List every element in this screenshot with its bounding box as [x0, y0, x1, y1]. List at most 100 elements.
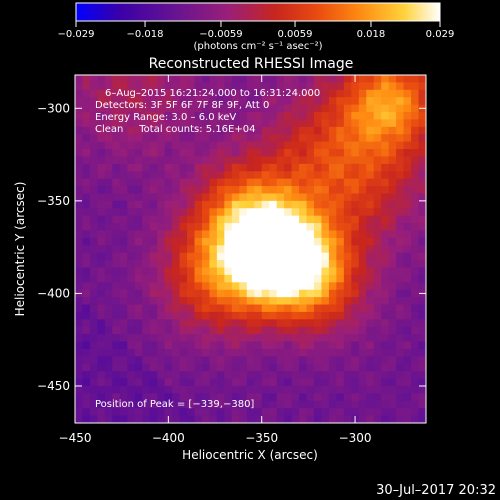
heatmap-cell: [149, 348, 158, 357]
heatmap-cell: [172, 200, 181, 209]
heatmap-cell: [396, 260, 405, 269]
heatmap-cell: [396, 274, 405, 283]
heatmap-cell: [343, 400, 352, 409]
heatmap-cell: [254, 289, 263, 298]
heatmap-cell: [299, 304, 308, 313]
heatmap-cell: [97, 282, 106, 291]
heatmap-cell: [224, 230, 233, 239]
heatmap-cell: [291, 178, 300, 187]
heatmap-cell: [299, 385, 308, 394]
heatmap-cell: [381, 385, 390, 394]
heatmap-cell: [142, 408, 151, 417]
heatmap-cell: [284, 126, 293, 135]
heatmap-cell: [343, 112, 352, 121]
heatmap-cell: [164, 193, 173, 202]
heatmap-cell: [209, 149, 218, 158]
heatmap-cell: [172, 163, 181, 172]
heatmap-cell: [179, 186, 188, 195]
heatmap-cell: [164, 215, 173, 224]
heatmap-cell: [276, 415, 285, 423]
colorbar-gradient: [75, 2, 441, 22]
heatmap-cell: [351, 193, 360, 202]
heatmap-cell: [164, 319, 173, 328]
heatmap-cell: [142, 104, 151, 113]
heatmap-cell: [411, 230, 420, 239]
heatmap-cell: [164, 393, 173, 402]
heatmap-cell: [411, 282, 420, 291]
heatmap-cell: [187, 223, 196, 232]
heatmap-cell: [321, 193, 330, 202]
heatmap-cell: [336, 252, 345, 261]
heatmap-cell: [381, 156, 390, 165]
heatmap-cell: [381, 112, 390, 121]
heatmap-cell: [261, 400, 270, 409]
heatmap-cell: [239, 334, 248, 343]
heatmap-cell: [269, 186, 278, 195]
heatmap-cell: [313, 104, 323, 113]
heatmap-cell: [381, 319, 390, 328]
heatmap-cell: [149, 260, 158, 269]
heatmap-cell: [373, 178, 382, 187]
heatmap-cell: [201, 297, 211, 306]
heatmap-cell: [157, 200, 166, 209]
heatmap-cell: [119, 341, 128, 350]
heatmap-cell: [231, 260, 240, 269]
heatmap-cell: [306, 126, 315, 135]
heatmap-cell: [209, 104, 218, 113]
heatmap-cell: [224, 385, 233, 394]
heatmap-cell: [411, 252, 420, 261]
heatmap-cell: [246, 178, 255, 187]
heatmap-cell: [149, 252, 158, 261]
heatmap-cell: [127, 89, 136, 98]
heatmap-cell: [209, 171, 218, 180]
heatmap-cell: [82, 186, 91, 195]
heatmap-cell: [366, 186, 375, 195]
heatmap-cell: [284, 260, 293, 269]
heatmap-cell: [239, 237, 248, 246]
heatmap-cell: [373, 230, 382, 239]
heatmap-cell: [142, 75, 151, 83]
heatmap-cell: [381, 282, 390, 291]
heatmap-cell: [373, 393, 382, 402]
heatmap-cell: [82, 82, 91, 91]
heatmap-cell: [276, 186, 285, 195]
heatmap-cell: [246, 193, 255, 202]
heatmap-cell: [358, 149, 367, 158]
heatmap-cell: [351, 215, 360, 224]
heatmap-cell: [231, 341, 240, 350]
heatmap-cell: [187, 186, 196, 195]
heatmap-cell: [75, 245, 84, 254]
heatmap-cell: [418, 378, 426, 387]
y-tick-label: −400: [37, 286, 70, 300]
heatmap-cell: [291, 385, 300, 394]
heatmap-cell: [246, 356, 255, 365]
heatmap-cell: [261, 415, 270, 423]
heatmap-cell: [321, 363, 330, 372]
heatmap-cell: [82, 112, 91, 121]
heatmap-cell: [187, 215, 196, 224]
heatmap-cell: [351, 237, 360, 246]
heatmap-cell: [112, 385, 121, 394]
heatmap-cell: [403, 156, 412, 165]
heatmap-cell: [306, 267, 315, 276]
heatmap-cell: [119, 200, 128, 209]
heatmap-cell: [89, 415, 99, 423]
heatmap-cell: [224, 393, 233, 402]
heatmap-cell: [194, 141, 203, 150]
heatmap-cell: [254, 341, 263, 350]
heatmap-cell: [388, 304, 397, 313]
heatmap-cell: [351, 97, 360, 106]
heatmap-cell: [261, 200, 270, 209]
heatmap-cell: [396, 75, 405, 83]
colorbar-tick-label: −0.018: [127, 29, 164, 40]
heatmap-cell: [299, 260, 308, 269]
heatmap-cell: [284, 282, 293, 291]
heatmap-cell: [239, 178, 248, 187]
heatmap-cell: [187, 319, 196, 328]
heatmap-cell: [388, 126, 397, 135]
heatmap-cell: [224, 282, 233, 291]
heatmap-cell: [172, 371, 181, 380]
heatmap-cell: [284, 149, 293, 158]
heatmap-cell: [75, 119, 84, 128]
heatmap-cell: [97, 215, 106, 224]
